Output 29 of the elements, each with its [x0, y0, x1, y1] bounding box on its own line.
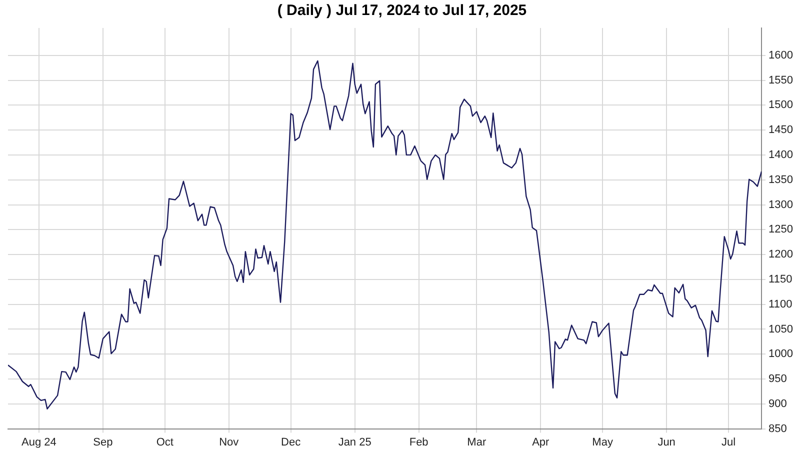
x-tick-label: Aug 24 — [22, 436, 56, 448]
y-tick-label: 1000 — [768, 348, 794, 360]
y-tick-label: 1100 — [768, 298, 792, 310]
y-tick-label: 1600 — [768, 49, 794, 62]
x-tick-label: Feb — [409, 436, 428, 448]
y-tick-label: 1150 — [768, 273, 792, 286]
y-tick-label: 1200 — [768, 248, 794, 261]
x-tick-label: Jan 25 — [338, 436, 372, 448]
y-tick-label: 1550 — [768, 74, 794, 86]
x-tick-label: Apr — [532, 436, 550, 448]
x-tick-label: Mar — [467, 436, 486, 448]
y-tick-label: 900 — [768, 398, 787, 410]
y-tick-label: 1050 — [768, 323, 794, 336]
y-tick-label: 1350 — [768, 174, 794, 186]
y-tick-label: 1500 — [768, 99, 794, 112]
y-tick-label: 850 — [768, 422, 787, 435]
x-tick-label: Jul — [721, 436, 736, 448]
x-tick-label: Dec — [281, 436, 302, 448]
chart-title: ( Daily ) Jul 17, 2024 to Jul 17, 2025 — [277, 2, 527, 20]
x-tick-label: May — [592, 436, 614, 448]
x-tick-label: Nov — [219, 436, 240, 448]
y-tick-label: 950 — [768, 373, 787, 386]
y-tick-label: 1400 — [768, 148, 794, 161]
y-tick-label: 1450 — [768, 124, 794, 136]
y-tick-label: 1300 — [768, 198, 794, 211]
x-tick-label: Sep — [93, 436, 113, 448]
x-tick-label: Jun — [658, 436, 676, 448]
x-tick-label: Oct — [156, 436, 174, 448]
y-tick-label: 1250 — [768, 224, 794, 236]
